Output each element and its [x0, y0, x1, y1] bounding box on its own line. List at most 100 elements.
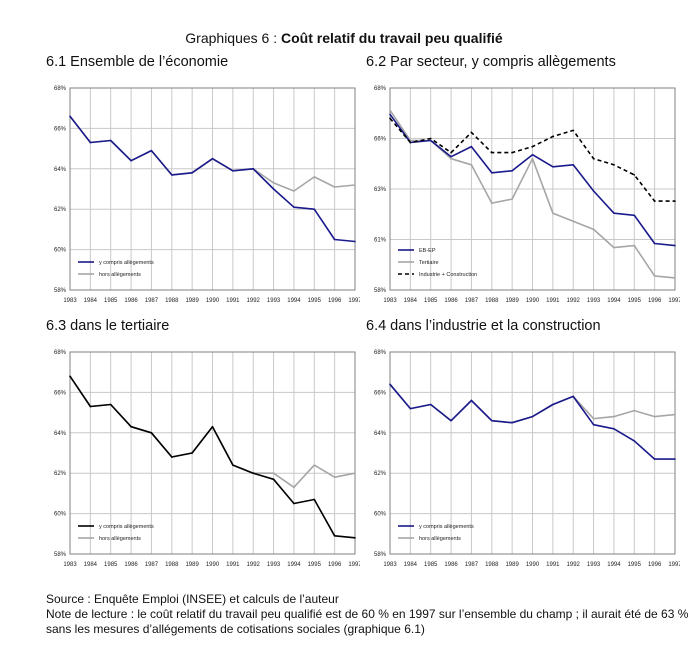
x-tick-label: 1997 — [348, 298, 360, 304]
y-tick-label: 61% — [374, 238, 387, 244]
x-tick-label: 1997 — [348, 562, 360, 568]
plot-frame — [69, 87, 356, 291]
x-tick-label: 1983 — [63, 562, 77, 568]
y-tick-label: 60% — [374, 512, 387, 518]
legend-label: y compris allègements — [419, 524, 474, 530]
y-tick-label: 60% — [54, 248, 67, 254]
y-tick-label: 58% — [374, 552, 387, 558]
data-point — [490, 172, 493, 174]
y-tick-label: 64% — [54, 167, 67, 173]
data-point — [69, 115, 71, 118]
y-tick-label: 68% — [54, 350, 67, 356]
x-tick-label: 1987 — [145, 562, 159, 568]
y-tick-label: 66% — [374, 390, 387, 396]
x-tick-label: 1993 — [267, 562, 281, 568]
data-point — [354, 240, 356, 243]
data-point — [191, 172, 193, 174]
data-point — [389, 113, 391, 116]
chart-6-1-title: 6.1 Ensemble de l’économie — [46, 54, 229, 70]
data-point — [674, 277, 676, 279]
x-tick-label: 1992 — [567, 562, 581, 568]
data-point — [409, 141, 412, 144]
x-tick-label: 1994 — [287, 298, 301, 304]
figure-title-bold: Coût relatif du travail peu qualifié — [281, 30, 503, 46]
data-point — [490, 202, 493, 204]
data-point — [69, 375, 71, 378]
data-point — [592, 228, 595, 231]
data-point — [552, 212, 554, 215]
data-point — [232, 170, 234, 172]
data-point — [674, 244, 676, 247]
data-point — [389, 117, 391, 120]
x-tick-label: 1988 — [485, 562, 499, 568]
data-point — [572, 163, 575, 166]
legend-label: Industrie + Construction — [419, 272, 477, 278]
data-point — [511, 151, 513, 154]
data-point — [470, 399, 473, 402]
data-point — [450, 151, 452, 154]
y-tick-label: 58% — [374, 288, 387, 294]
x-tick-label: 1984 — [84, 298, 98, 304]
x-tick-label: 1983 — [63, 298, 77, 304]
footer-note-line-1: Note de lecture : le coût relatif du tra… — [46, 607, 688, 621]
data-point — [653, 458, 656, 460]
x-tick-label: 1993 — [587, 562, 601, 568]
x-tick-label: 1994 — [287, 562, 301, 568]
footer-note-line-2: sans les mesures d’allégements de cotisa… — [46, 622, 425, 636]
data-point — [109, 403, 112, 406]
x-tick-label: 1987 — [145, 298, 159, 304]
x-tick-label: 1987 — [465, 298, 479, 304]
x-tick-label: 1996 — [648, 298, 662, 304]
data-point — [389, 109, 391, 112]
x-tick-label: 1985 — [104, 562, 118, 568]
data-point — [272, 472, 275, 474]
data-point — [552, 403, 554, 406]
x-tick-label: 1997 — [668, 298, 680, 304]
data-point — [531, 145, 534, 148]
y-tick-label: 66% — [54, 390, 67, 396]
y-tick-label: 64% — [54, 431, 67, 437]
x-tick-label: 1994 — [607, 298, 621, 304]
x-tick-label: 1989 — [185, 298, 199, 304]
x-tick-label: 1992 — [247, 562, 261, 568]
x-tick-label: 1992 — [247, 298, 261, 304]
x-tick-label: 1993 — [587, 298, 601, 304]
x-tick-label: 1991 — [226, 562, 240, 568]
data-point — [333, 476, 336, 479]
data-point — [333, 186, 336, 188]
x-tick-label: 1984 — [84, 562, 98, 568]
x-tick-label: 1986 — [124, 562, 138, 568]
y-tick-label: 58% — [54, 288, 67, 294]
data-point — [313, 208, 316, 210]
x-tick-label: 1984 — [404, 562, 418, 568]
legend-label: hors allègements — [419, 536, 461, 542]
data-point — [470, 145, 473, 148]
y-tick-label: 66% — [54, 126, 67, 132]
data-point — [653, 275, 656, 277]
data-point — [490, 151, 493, 154]
chart-6-3-title: 6.3 dans le tertiaire — [46, 318, 170, 334]
chart-6-4-title: 6.4 dans l’industrie et la construction — [366, 318, 601, 334]
x-tick-label: 1991 — [546, 298, 560, 304]
data-point — [272, 478, 275, 481]
data-point — [354, 472, 356, 474]
x-tick-label: 1985 — [424, 562, 438, 568]
data-point — [511, 170, 513, 172]
legend-label: y compris allègements — [99, 524, 154, 530]
chart-6-2-par-secteur: 58% 61% 63% 66% 68% 1983 1984 1985 1986 1987 1988 1… — [374, 86, 680, 304]
x-tick-label: 1996 — [328, 562, 342, 568]
data-point — [313, 176, 316, 178]
data-point — [293, 486, 295, 489]
data-point — [450, 155, 452, 158]
x-tick-label: 1989 — [505, 562, 519, 568]
chart-6-1-ensemble: 58% 60% 62% 64% 66% 68% 1983 1984 1985 1986 1987 19… — [54, 86, 360, 304]
data-point — [633, 174, 636, 176]
data-point — [531, 157, 534, 160]
data-point — [653, 200, 656, 202]
data-point — [232, 464, 234, 466]
data-point — [211, 157, 214, 160]
data-point — [572, 220, 575, 223]
data-point — [89, 405, 92, 408]
data-point — [653, 415, 656, 418]
x-tick-label: 1989 — [185, 562, 199, 568]
